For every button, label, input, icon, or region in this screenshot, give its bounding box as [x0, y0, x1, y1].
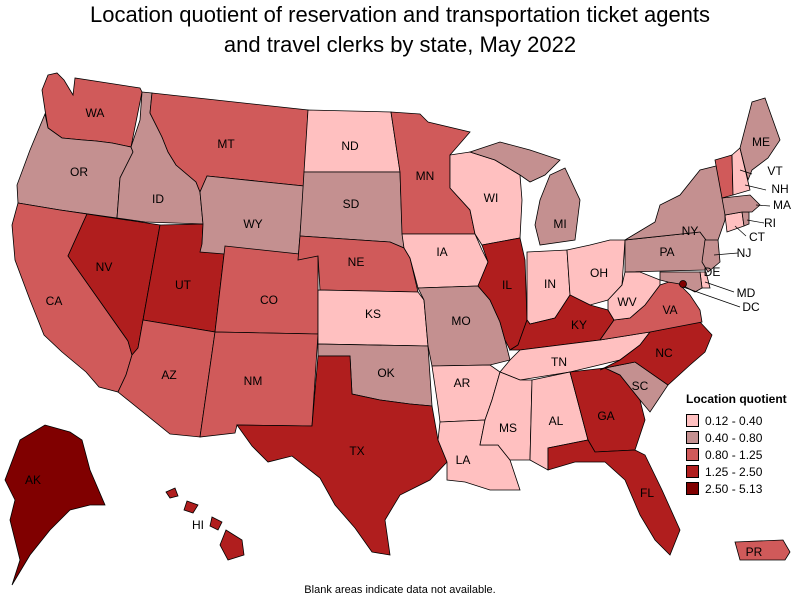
state-label-ks: KS: [365, 307, 381, 321]
legend-item: 0.40 - 0.80: [686, 429, 796, 446]
state-tx[interactable]: [236, 355, 448, 556]
state-label-sc: SC: [632, 379, 649, 393]
state-label-hi: HI: [192, 518, 204, 532]
legend-label: 2.50 - 5.13: [705, 481, 763, 496]
state-label-va: VA: [662, 303, 677, 317]
state-label-ca: CA: [46, 294, 63, 308]
leader-lines: [682, 169, 771, 308]
state-label-md: MD: [737, 286, 756, 300]
legend-swatch: [686, 448, 699, 461]
state-label-il: IL: [502, 278, 512, 292]
state-label-nv: NV: [96, 260, 113, 274]
state-label-ms: MS: [499, 421, 517, 435]
legend-label: 0.80 - 1.25: [705, 447, 763, 462]
state-label-wa: WA: [86, 106, 105, 120]
state-wv[interactable]: [607, 271, 661, 321]
state-pr[interactable]: [734, 539, 791, 561]
state-label-ar: AR: [454, 376, 471, 390]
state-me[interactable]: [739, 97, 781, 182]
state-dc[interactable]: [679, 280, 687, 288]
footnote: Blank areas indicate data not available.: [304, 584, 496, 596]
state-label-ok: OK: [377, 366, 394, 380]
state-label-tn: TN: [551, 355, 567, 369]
state-labels: WA OR CA ID NV UT AZ MT WY CO NM ND SD NE KS OK TX MN IA MO…: [25, 106, 791, 559]
state-label-ct: CT: [749, 230, 766, 244]
legend-label: 0.40 - 0.80: [705, 430, 763, 445]
state-label-me: ME: [752, 135, 770, 149]
state-label-nm: NM: [244, 374, 263, 388]
map-title: Location quotient of reservation and tra…: [0, 0, 800, 60]
legend-label: 0.12 - 0.40: [705, 413, 763, 428]
state-label-ma: MA: [773, 198, 791, 212]
state-label-mn: MN: [416, 169, 435, 183]
state-hi[interactable]: [165, 487, 245, 561]
state-label-ri: RI: [764, 216, 776, 230]
title-line-1: Location quotient of reservation and tra…: [89, 2, 711, 27]
state-label-wi: WI: [484, 191, 499, 205]
state-ms[interactable]: [479, 371, 533, 461]
state-label-ia: IA: [436, 245, 447, 259]
state-nc[interactable]: [599, 321, 713, 386]
state-label-sd: SD: [343, 197, 360, 211]
state-ak[interactable]: [4, 424, 106, 586]
state-label-la: LA: [456, 453, 471, 467]
state-nh[interactable]: [731, 147, 751, 196]
state-label-dc: DC: [742, 300, 760, 314]
state-ct[interactable]: [724, 211, 745, 233]
state-label-pr: PR: [746, 545, 763, 559]
title-line-2: and travel clerks by state, May 2022: [223, 32, 577, 57]
state-label-wy: WY: [243, 217, 262, 231]
state-il[interactable]: [477, 237, 528, 351]
state-label-ne: NE: [348, 255, 365, 269]
legend-title: Location quotient: [686, 392, 787, 406]
state-mi[interactable]: [468, 141, 581, 246]
state-label-nc: NC: [655, 346, 673, 360]
legend-item: 0.80 - 1.25: [686, 446, 796, 463]
state-label-nj: NJ: [737, 246, 752, 260]
state-label-ky: KY: [571, 318, 587, 332]
legend-item: 2.50 - 5.13: [686, 480, 796, 497]
state-label-mt: MT: [217, 137, 235, 151]
state-fl[interactable]: [547, 439, 681, 556]
state-label-wv: WV: [617, 295, 636, 309]
state-label-ny: NY: [682, 224, 699, 238]
state-ma[interactable]: [721, 194, 761, 216]
state-label-pa: PA: [659, 245, 674, 259]
state-label-or: OR: [70, 165, 88, 179]
state-label-az: AZ: [161, 368, 176, 382]
state-label-vt: VT: [767, 164, 783, 178]
state-label-id: ID: [152, 192, 164, 206]
legend-item: 0.12 - 0.40: [686, 412, 796, 429]
state-label-ak: AK: [25, 473, 41, 487]
state-label-oh: OH: [590, 266, 608, 280]
state-label-nd: ND: [341, 139, 359, 153]
legend-swatch: [686, 414, 699, 427]
state-label-co: CO: [260, 293, 278, 307]
state-label-ut: UT: [175, 278, 192, 292]
state-label-mi: MI: [553, 217, 566, 231]
legend-swatch: [686, 431, 699, 444]
state-label-ga: GA: [597, 409, 614, 423]
state-label-de: DE: [704, 265, 721, 279]
state-label-fl: FL: [640, 486, 654, 500]
state-label-mo: MO: [451, 314, 470, 328]
legend-item: 1.25 - 2.50: [686, 463, 796, 480]
legend-swatch: [686, 465, 699, 478]
state-label-in: IN: [544, 277, 556, 291]
legend: Location quotient 0.12 - 0.40 0.40 - 0.8…: [686, 392, 796, 497]
state-nj[interactable]: [701, 239, 721, 273]
state-label-tx: TX: [349, 444, 364, 458]
legend-label: 1.25 - 2.50: [705, 464, 763, 479]
legend-swatch: [686, 482, 699, 495]
state-label-al: AL: [549, 414, 564, 428]
state-label-nh: NH: [771, 182, 788, 196]
